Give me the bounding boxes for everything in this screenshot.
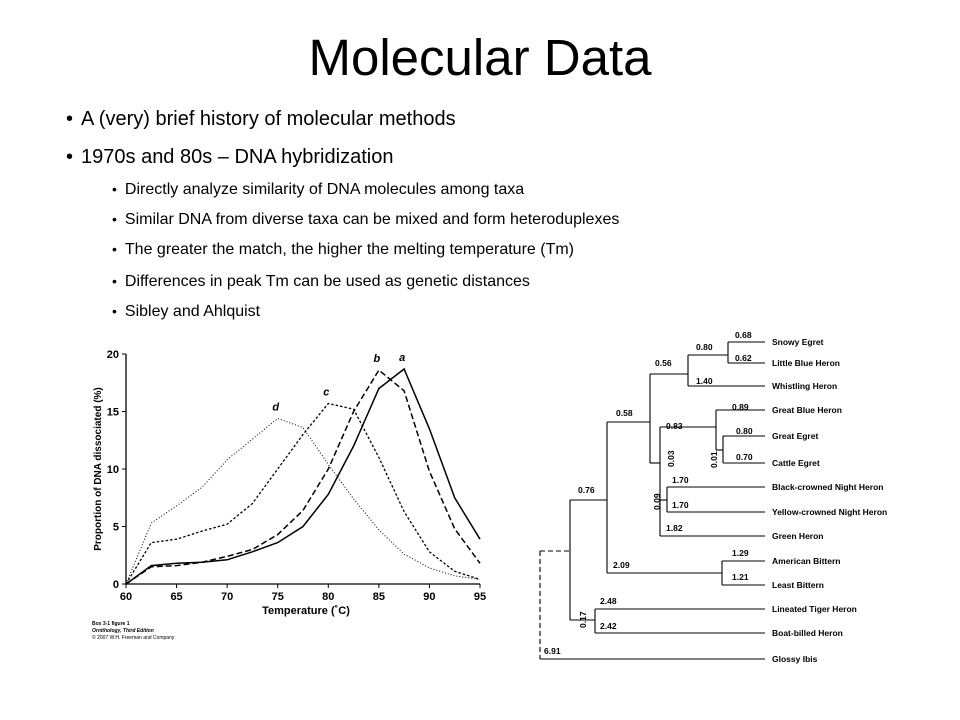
branch-length-label: 1.29 [732, 548, 749, 558]
taxon-label: Snowy Egret [772, 337, 824, 347]
series-label-a: a [399, 352, 405, 364]
branch-length-label: 0.70 [736, 452, 753, 462]
branch-length-label: 0.01 [709, 451, 719, 468]
x-tick-label: 60 [120, 591, 132, 603]
y-tick-label: 5 [113, 522, 119, 534]
x-axis-label: Temperature (˚C) [262, 605, 350, 617]
branch-length-label: 0.80 [736, 426, 753, 436]
y-axis-label: Proportion of DNA dissociated (%) [93, 387, 104, 551]
series-label-b: b [373, 353, 380, 365]
branch-length-label: 1.70 [672, 500, 689, 510]
series-line-b [125, 368, 481, 585]
taxon-label: Green Heron [772, 531, 824, 541]
branch-length-label: 0.83 [666, 421, 683, 431]
taxon-label: Least Bittern [772, 580, 824, 590]
taxon-label: Boat-billed Heron [772, 628, 843, 638]
branch-length-label: 2.48 [600, 596, 617, 606]
series-label-c: c [323, 386, 329, 398]
taxon-label: Yellow-crowned Night Heron [772, 507, 887, 517]
chart-series [125, 367, 481, 585]
sub-bullet-item: • Similar DNA from diverse taxa can be mi… [112, 211, 619, 229]
bullet-text: 1970s and 80s – DNA hybridization [81, 146, 394, 168]
branch-length-label: 0.76 [578, 485, 595, 495]
series-label-d: d [272, 401, 279, 413]
sub-bullet-item: • Directly analyze similarity of DNA mole… [112, 181, 524, 199]
taxon-labels: Snowy Egret Little Blue Heron Whistling … [772, 337, 887, 664]
bullet-dot-icon: • [112, 303, 117, 319]
series-line-c [125, 402, 481, 585]
figure-caption-line: Box 3-1 figure 1 [92, 621, 130, 627]
x-tick-label: 90 [423, 591, 435, 603]
chart-axes [125, 354, 480, 585]
bullet-dot-icon: • [112, 273, 117, 289]
series-line-a [125, 367, 481, 585]
branch-length-label: 0.89 [732, 402, 749, 412]
bullet-text: Sibley and Ahlquist [124, 303, 261, 320]
y-tick-label: 10 [107, 464, 119, 476]
figure-caption-line: Ornithology, Third Edition [92, 628, 154, 634]
bullet-dot-icon: • [66, 146, 74, 168]
series-line-d [125, 417, 481, 585]
bullet-item: • A (very) brief history of molecular met… [66, 108, 456, 131]
branch-length-label: 0.03 [666, 450, 676, 467]
bullet-dot-icon: • [112, 241, 117, 257]
taxon-label: Glossy Ibis [772, 654, 818, 664]
phylogenetic-tree: 0.68 0.62 0.80 1.40 0.56 0.89 0.80 0.70 … [539, 330, 887, 664]
y-tick-label: 15 [107, 407, 119, 419]
branch-length-label: 1.40 [696, 376, 713, 386]
taxon-label: Lineated Tiger Heron [772, 604, 857, 614]
x-tick-label: 80 [322, 591, 334, 603]
bullet-dot-icon: • [112, 181, 117, 197]
bullet-dot-icon: • [112, 211, 117, 227]
branch-length-label: 0.17 [578, 611, 588, 628]
taxon-label: Cattle Egret [772, 458, 820, 468]
slide-title: Molecular Data [308, 29, 652, 86]
x-tick-label: 85 [373, 591, 385, 603]
bullet-dot-icon: • [66, 108, 74, 130]
branch-length-label: 1.70 [672, 475, 689, 485]
branch-length-labels: 0.68 0.62 0.80 1.40 0.56 0.89 0.80 0.70 … [544, 330, 753, 656]
bullet-text: Differences in peak Tm can be used as ge… [124, 273, 530, 290]
taxon-label: Great Blue Heron [772, 405, 842, 415]
dissociation-chart: 60 65 70 75 80 85 90 95 0 5 10 15 20 a b c d Temperatur… [92, 349, 486, 641]
branch-length-label: 0.62 [735, 353, 752, 363]
branch-length-label: 2.09 [613, 560, 630, 570]
branch-length-label: 0.56 [655, 358, 672, 368]
branch-length-label: 0.80 [696, 342, 713, 352]
tree-branches [539, 341, 765, 660]
branch-length-label: 0.58 [616, 408, 633, 418]
taxon-label: Great Egret [772, 431, 818, 441]
bullet-text: Directly analyze similarity of DNA molec… [124, 181, 525, 198]
y-tick-label: 20 [107, 349, 119, 361]
taxon-label: American Bittern [772, 556, 841, 566]
taxon-label: Whistling Heron [772, 381, 837, 391]
taxon-label: Little Blue Heron [772, 358, 840, 368]
x-tick-label: 70 [221, 591, 233, 603]
branch-length-label: 1.21 [732, 572, 749, 582]
branch-length-label: 2.42 [600, 621, 617, 631]
y-tick-label: 0 [113, 579, 119, 591]
branch-length-label: 6.91 [544, 646, 561, 656]
chart-series-labels: a b c d [272, 352, 405, 413]
branch-length-label: 1.82 [666, 523, 683, 533]
chart-ticks: 60 65 70 75 80 85 90 95 0 5 10 15 20 [107, 349, 486, 603]
x-tick-label: 75 [272, 591, 284, 603]
x-tick-label: 65 [170, 591, 182, 603]
sub-bullet-item: • Sibley and Ahlquist [112, 303, 260, 321]
bullet-item: • 1970s and 80s – DNA hybridization [66, 146, 393, 169]
bullet-text: Similar DNA from diverse taxa can be mix… [124, 211, 620, 228]
branch-length-label: 0.09 [652, 493, 662, 510]
x-tick-label: 95 [474, 591, 486, 603]
figure-caption-line: © 2007 W.H. Freeman and Company [92, 634, 175, 641]
sub-bullet-item: • Differences in peak Tm can be used as g… [112, 273, 530, 291]
sub-bullet-item: • The greater the match, the higher the m… [112, 241, 574, 259]
bullet-text: A (very) brief history of molecular meth… [81, 108, 456, 130]
bullet-text: The greater the match, the higher the me… [124, 241, 574, 258]
taxon-label: Black-crowned Night Heron [772, 482, 883, 492]
branch-length-label: 0.68 [735, 330, 752, 340]
